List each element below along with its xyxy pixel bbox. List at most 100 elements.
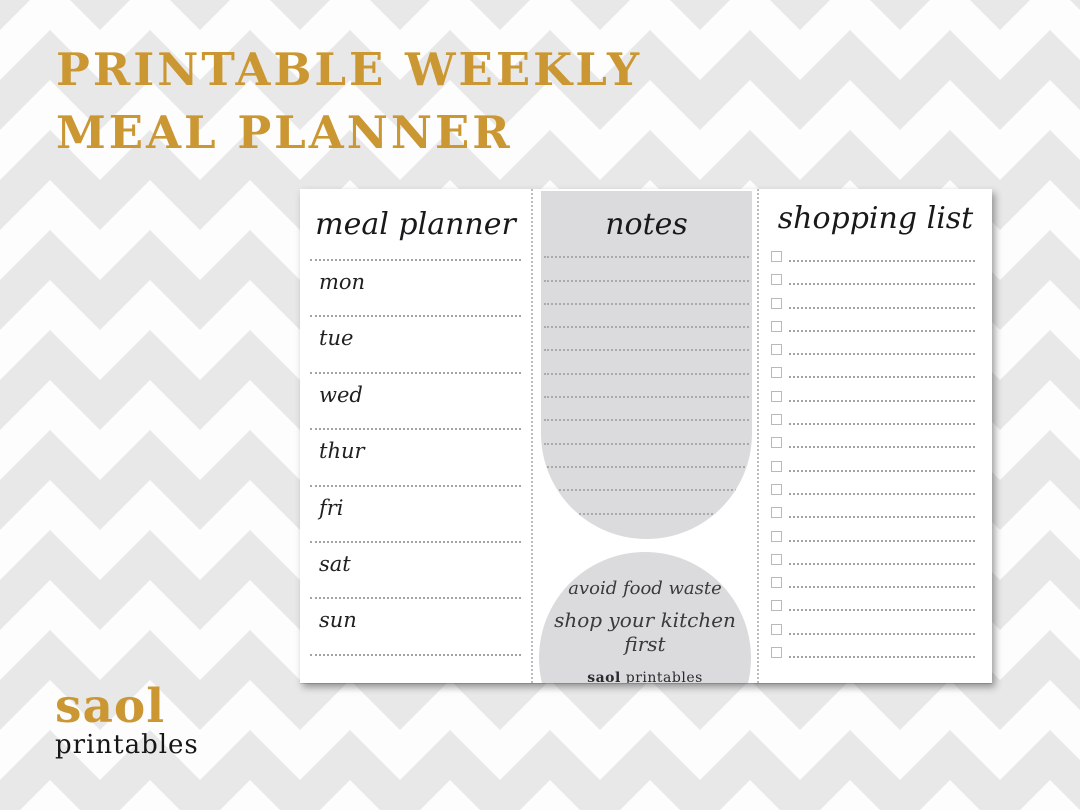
checkbox-icon	[771, 251, 782, 262]
day-label: tue	[319, 326, 354, 351]
checkbox-icon	[771, 460, 782, 472]
checkbox-icon	[771, 367, 782, 379]
shopping-list-row	[771, 507, 975, 530]
shopping-list-line	[789, 600, 975, 612]
planner-sheet: meal planner mon tue wed thur	[300, 189, 992, 683]
shopping-list-row	[771, 623, 975, 647]
day-rows: mon tue wed thur fri sat	[300, 261, 531, 656]
page-title-line2: MEAL PLANNER	[56, 106, 513, 159]
notes-panel: notes	[541, 191, 752, 539]
shopping-list-row	[771, 367, 975, 390]
shopping-list-line	[789, 321, 975, 332]
note-line	[544, 305, 749, 329]
shopping-list-line	[789, 391, 975, 402]
day-row: fri	[310, 487, 521, 543]
shopping-list-header: shopping list	[777, 200, 974, 236]
note-line	[544, 375, 749, 399]
shopping-list-row	[771, 390, 975, 414]
day-row: sun	[310, 599, 521, 656]
day-row: mon	[310, 261, 521, 318]
checkbox-icon	[771, 344, 782, 356]
day-label: sat	[319, 551, 351, 576]
brand-logo-sub: printables	[55, 730, 199, 760]
shopping-list-line	[789, 251, 975, 262]
note-line	[544, 282, 749, 305]
shopping-list-line	[789, 344, 975, 356]
shopping-list-line	[789, 274, 975, 286]
brand-logo-name: saol	[55, 679, 166, 734]
note-line	[544, 491, 749, 515]
notes-column: notes	[531, 189, 759, 683]
shopping-list-row	[771, 647, 975, 670]
checkbox-icon	[771, 274, 782, 286]
checkbox-icon	[771, 414, 782, 426]
shopping-list-line	[789, 647, 975, 659]
note-line	[544, 445, 749, 468]
footer-brand-name: saol	[587, 670, 621, 683]
shopping-list-rows	[771, 251, 975, 670]
shopping-list-line	[789, 624, 975, 635]
shopping-list-row	[771, 414, 975, 437]
shopping-list-line	[789, 298, 975, 309]
meal-planner-column: meal planner mon tue wed thur	[300, 189, 531, 683]
checkbox-icon	[771, 623, 782, 635]
checkbox-icon	[771, 483, 782, 495]
shopping-list-row	[771, 344, 975, 367]
checkbox-icon	[771, 577, 782, 589]
day-row: wed	[310, 374, 521, 431]
shopping-list-line	[789, 414, 975, 426]
note-line	[544, 468, 749, 492]
note-line	[544, 351, 749, 375]
note-line	[544, 398, 749, 422]
shopping-list-row	[771, 577, 975, 600]
note-line	[544, 235, 749, 259]
day-row: sat	[310, 543, 521, 600]
shopping-list-row	[771, 297, 975, 321]
footer-tagline-1: avoid food waste	[568, 578, 722, 599]
page-title: PRINTABLE WEEKLY MEAL PLANNER	[56, 38, 642, 164]
day-label: wed	[319, 382, 363, 407]
shopping-list-line	[789, 507, 975, 519]
shopping-list-column: shopping list	[759, 189, 992, 683]
shopping-list-line	[789, 367, 975, 379]
checkbox-icon	[771, 297, 782, 309]
meal-planner-header: meal planner	[310, 189, 521, 261]
shopping-list-line	[789, 484, 975, 495]
footer-brand-sub: printables	[625, 670, 703, 683]
note-line	[544, 328, 749, 352]
day-label: fri	[319, 495, 344, 520]
shopping-list-line	[789, 577, 975, 589]
checkbox-icon	[771, 553, 782, 565]
checkbox-icon	[771, 530, 782, 542]
day-label: thur	[319, 439, 365, 464]
day-row: thur	[310, 430, 521, 487]
checkbox-icon	[771, 320, 782, 332]
shopping-list-line	[789, 554, 975, 565]
shopping-list-row	[771, 600, 975, 623]
brand-logo: saol printables	[55, 683, 199, 759]
note-line	[544, 258, 749, 282]
shopping-list-row	[771, 460, 975, 484]
day-label: mon	[319, 270, 366, 294]
shopping-list-row	[771, 320, 975, 344]
shopping-list-row	[771, 251, 975, 274]
checkbox-icon	[771, 390, 782, 402]
checkbox-icon	[771, 600, 782, 612]
footer-tagline-2: shop your kitchen first	[554, 608, 736, 656]
note-line	[544, 421, 749, 445]
notes-lines	[544, 235, 749, 515]
footer-brand: saol printables	[539, 670, 751, 683]
shopping-list-line	[789, 461, 975, 472]
shopping-list-row	[771, 530, 975, 554]
day-row: tue	[310, 317, 521, 374]
shopping-list-row	[771, 553, 975, 577]
shopping-list-line	[789, 437, 975, 449]
footer-circle-badge: avoid food waste shop your kitchen first…	[539, 552, 751, 683]
checkbox-icon	[771, 647, 782, 659]
shopping-list-row	[771, 274, 975, 297]
checkbox-icon	[771, 437, 782, 449]
shopping-list-row	[771, 437, 975, 460]
shopping-list-row	[771, 483, 975, 507]
day-label: sun	[319, 608, 357, 633]
shopping-list-line	[789, 531, 975, 542]
